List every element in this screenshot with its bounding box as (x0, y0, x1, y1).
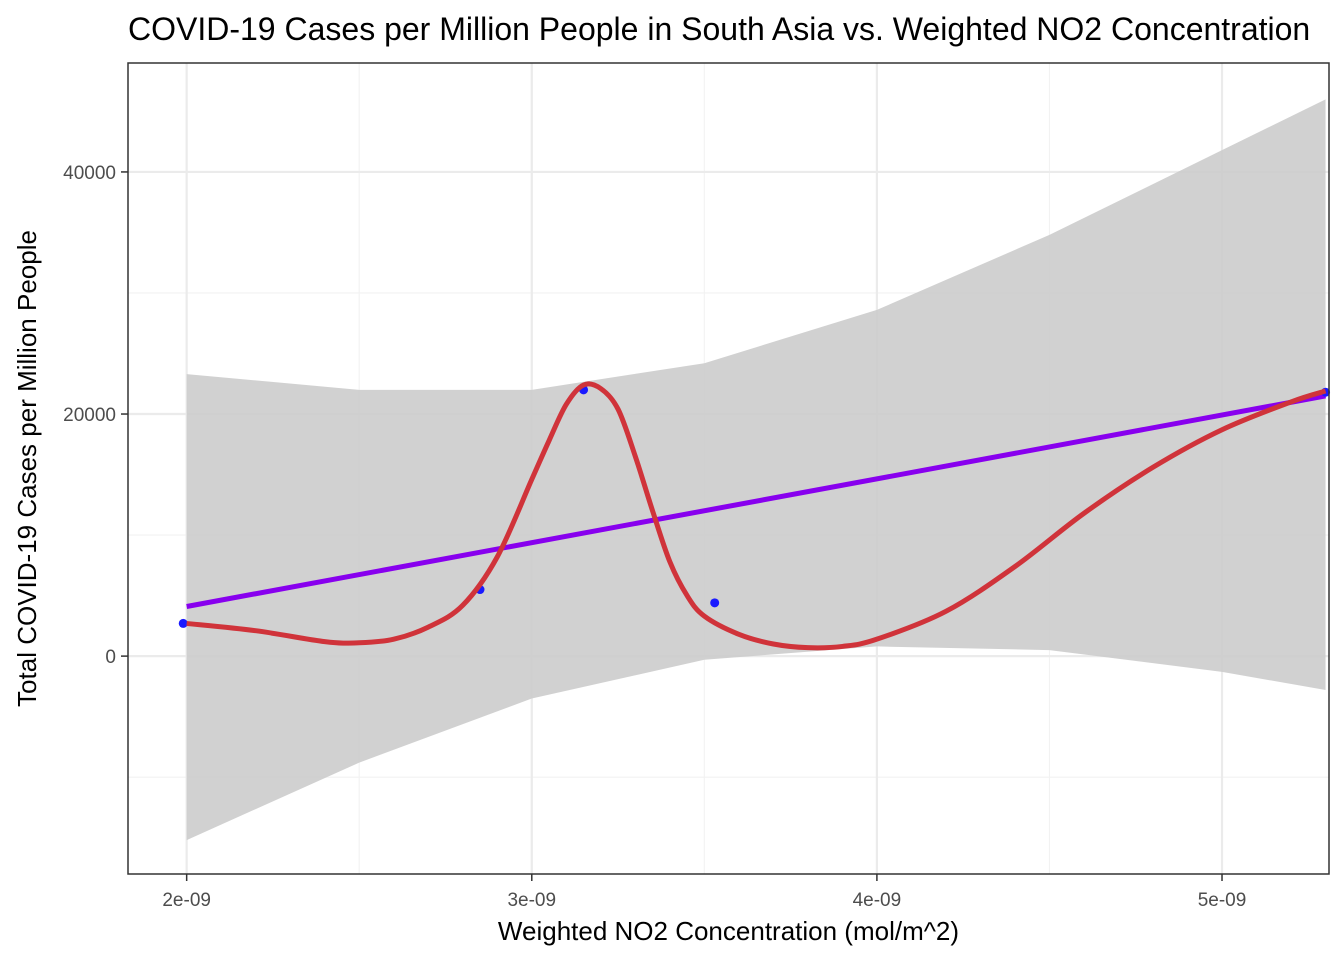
confidence-band (186, 99, 1326, 841)
chart-title: COVID-19 Cases per Million People in Sou… (128, 11, 1310, 47)
data-point-3 (710, 598, 720, 608)
x-tick-label-3: 5e-09 (1198, 890, 1247, 911)
y-tick-label-2: 40000 (63, 163, 116, 184)
confidence-band-layer (186, 99, 1326, 841)
linear-fit-line (186, 393, 1327, 609)
y-axis-ticks: 0 20000 40000 (63, 163, 128, 668)
smooth-fit-line (186, 381, 1327, 651)
panel-border (127, 62, 1330, 875)
smooth-fit-layer (186, 381, 1327, 651)
x-tick-label-1: 3e-09 (507, 890, 556, 911)
data-point-0 (178, 618, 188, 628)
y-tick-label-1: 20000 (63, 405, 116, 426)
x-axis-ticks: 2e-09 3e-09 4e-09 5e-09 (162, 874, 1246, 911)
x-axis-title: Weighted NO2 Concentration (mol/m^2) (498, 916, 959, 946)
x-tick-label-2: 4e-09 (853, 890, 902, 911)
y-axis-title: Total COVID-19 Cases per Million People (12, 230, 42, 707)
x-tick-label-0: 2e-09 (162, 890, 211, 911)
y-tick-label-0: 0 (105, 647, 116, 668)
linear-fit-layer (186, 393, 1327, 609)
